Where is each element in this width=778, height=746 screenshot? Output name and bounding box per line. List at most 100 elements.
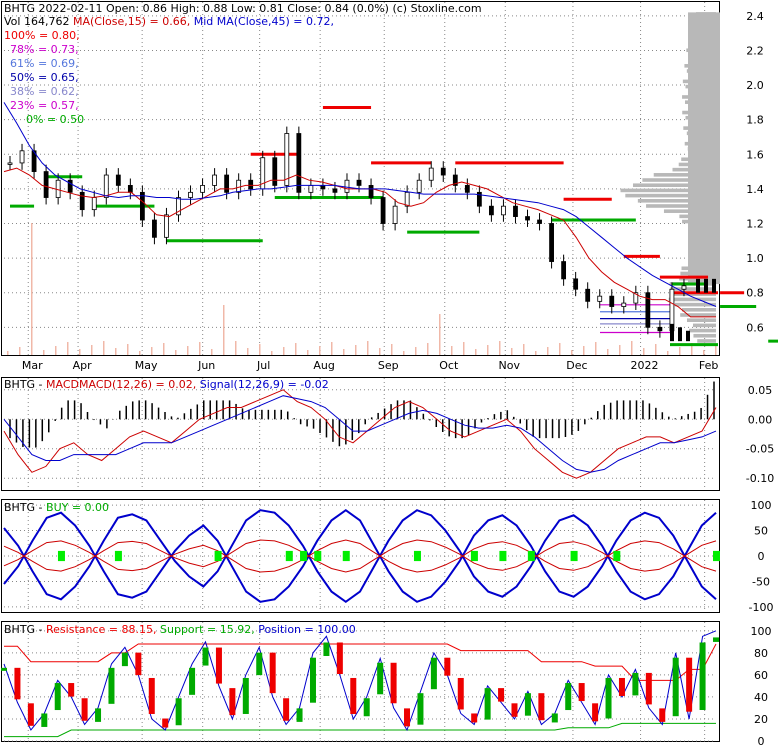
candle-body-49 (597, 295, 603, 302)
srp-stoch-bar-36 (484, 688, 491, 720)
srp-stoch-bar-22 (296, 708, 303, 722)
xtick-3: Jun (197, 359, 215, 372)
candle-body-32 (392, 205, 398, 224)
buy-marker-5 (314, 550, 322, 562)
volume-bar-48 (583, 346, 585, 355)
volume-bar-10 (127, 344, 129, 355)
buy-ytick-3: -50 (752, 575, 770, 588)
fib-23-label: 23% = 0.57, (10, 99, 79, 112)
candle-body-34 (416, 179, 422, 193)
vprofile-bar-10 (670, 287, 716, 291)
srp-stoch-bar-4 (54, 683, 61, 711)
xtick-4: Jul (256, 359, 270, 372)
volume-bar-26 (319, 346, 321, 355)
vprofile-bar-26 (646, 204, 716, 208)
volume-bar-55 (667, 351, 669, 355)
candle-body-18 (224, 174, 230, 193)
buy-marker-0 (57, 550, 65, 562)
candle-body-52 (633, 292, 639, 304)
volume-bar-2 (31, 223, 33, 355)
srp-stoch-bar-46 (618, 677, 625, 696)
volume-bar-52 (631, 341, 633, 355)
buy-header: BHTG - BUY = 0.00 (4, 501, 109, 514)
srp-ytick-0: 100 (751, 625, 772, 638)
srp-stoch-bar-24 (323, 642, 330, 656)
vprofile-bar-31 (642, 178, 716, 182)
srp-stoch-bar-6 (81, 698, 88, 721)
macd-ytick-3: -0.10 (746, 472, 774, 485)
candle-body-46 (561, 261, 567, 280)
srp-stoch-bar-20 (269, 652, 276, 694)
candle-body-56 (681, 285, 687, 290)
srp-stoch-bar-12 (162, 718, 169, 728)
vprofile-bar-6 (681, 308, 716, 312)
fib-61-label: 61% = 0.69, (10, 57, 79, 70)
candle-body-14 (176, 197, 181, 216)
candle-body-48 (585, 288, 591, 302)
candle-body-23 (284, 133, 290, 186)
buy-marker-13 (713, 550, 720, 562)
volume-bar-13 (163, 343, 165, 355)
signal-label: Signal(12,26,9) = -0.02 (200, 378, 329, 391)
srp-stoch-bar-49 (659, 708, 666, 722)
vol-label: Vol 164,762 (4, 15, 69, 28)
volume-bar-29 (355, 345, 357, 355)
candle-body-33 (404, 191, 410, 207)
srp-header: BHTG - Resistance = 88.15, Support = 15.… (4, 623, 356, 636)
price-ytick-5: 1.6 (746, 148, 764, 161)
candle-body-8 (103, 174, 109, 198)
price-ytick-3: 1.2 (746, 217, 764, 230)
buy-ytick-1: 50 (754, 525, 768, 538)
candle-body-2 (31, 150, 37, 172)
macd-ytick-0: 0.05 (748, 384, 773, 397)
candle-body-20 (248, 179, 254, 190)
buy-label: BUY = 0.00 (46, 501, 109, 514)
srp-stoch-bar-16 (215, 647, 222, 684)
buy-marker-4 (300, 550, 308, 562)
buy-inner-upper (3, 539, 717, 573)
macd-line (3, 389, 717, 479)
srp-stoch-bar-21 (283, 698, 290, 721)
candle-body-17 (212, 174, 217, 186)
candle-body-53 (645, 292, 651, 328)
srp-stoch-bar-5 (68, 683, 75, 697)
candle-body-38 (464, 185, 470, 193)
volume-bar-54 (655, 344, 657, 355)
support-label: Support = 15.92, (160, 623, 255, 636)
ma45-line (3, 102, 717, 307)
volume-bar-30 (367, 341, 369, 355)
vprofile-bar-3 (692, 323, 716, 328)
srp-stoch-bar-31 (417, 693, 424, 725)
volume-bar-25 (307, 350, 309, 355)
buy-marker-12 (613, 550, 621, 562)
candle-body-43 (525, 216, 530, 221)
recent-candle-1 (678, 327, 682, 342)
axis-ticks: 0.6 0.8 1.0 1.2 1.4 1.6 1.8 2.0 2.2 2.4 0.05 0.00 -0… (22, 10, 774, 746)
candle-body-31 (380, 197, 386, 224)
buy-marker-1 (114, 550, 122, 562)
candle-body-16 (200, 185, 205, 193)
srp-stoch-bar-18 (242, 677, 249, 714)
price-ytick-7: 2.0 (746, 79, 764, 92)
volume-bar-42 (511, 348, 513, 355)
xtick-8: Nov (499, 359, 521, 372)
candle-body-29 (356, 179, 362, 186)
buy-marker-9 (499, 550, 507, 562)
buy-name: BHTG - (4, 501, 46, 514)
candle-body-12 (152, 219, 157, 238)
vprofile-bar-30 (632, 183, 716, 188)
volume-bar-23 (283, 347, 285, 355)
volume-bar-39 (475, 349, 477, 355)
volume-bar-57 (691, 343, 693, 355)
vprofile-bar-5 (680, 313, 716, 317)
candle-body-27 (332, 188, 338, 193)
volume-bar-41 (499, 341, 501, 355)
macd-header: BHTG - MACDMACD(12,26) = 0.02, Signal(12… (4, 378, 329, 391)
candle-body-15 (188, 191, 193, 198)
recent-candle-0 (670, 323, 674, 342)
buy-ytick-4: -100 (749, 601, 774, 614)
candle-body-19 (236, 179, 242, 193)
srp-stoch-bar-39 (524, 693, 531, 716)
price-ytick-0: 0.6 (746, 321, 764, 334)
candle-body-5 (67, 179, 73, 193)
